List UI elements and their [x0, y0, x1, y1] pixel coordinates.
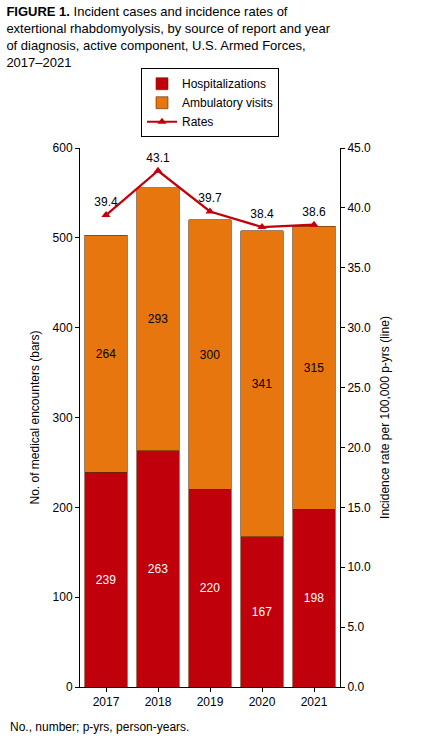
svg-text:400: 400 [53, 321, 73, 335]
svg-text:30.0: 30.0 [347, 321, 371, 335]
svg-text:38.6: 38.6 [302, 205, 326, 219]
svg-text:39.4: 39.4 [94, 195, 118, 209]
svg-text:264: 264 [96, 347, 116, 361]
svg-text:300: 300 [200, 348, 220, 362]
svg-text:20.0: 20.0 [347, 441, 371, 455]
svg-text:100: 100 [53, 590, 73, 604]
svg-text:38.4: 38.4 [250, 207, 274, 221]
svg-text:39.7: 39.7 [198, 191, 222, 205]
svg-text:2019: 2019 [197, 695, 224, 709]
svg-text:25.0: 25.0 [347, 381, 371, 395]
svg-text:45.0: 45.0 [347, 141, 371, 155]
svg-text:43.1: 43.1 [146, 151, 170, 165]
svg-text:FIGURE 1. Incident cases and i: FIGURE 1. Incident cases and incidence r… [6, 4, 330, 70]
svg-text:35.0: 35.0 [347, 261, 371, 275]
svg-text:220: 220 [200, 581, 220, 595]
svg-text:15.0: 15.0 [347, 501, 371, 515]
svg-text:239: 239 [96, 573, 116, 587]
svg-text:Incidence rate per 100,000 p-y: Incidence rate per 100,000 p-yrs (line) [378, 316, 392, 519]
svg-text:0.0: 0.0 [347, 680, 364, 694]
svg-text:No., number; p-yrs, person-yea: No., number; p-yrs, person-years. [10, 720, 189, 734]
svg-text:600: 600 [53, 141, 73, 155]
svg-text:500: 500 [53, 231, 73, 245]
svg-text:263: 263 [148, 562, 168, 576]
svg-text:2021: 2021 [301, 695, 328, 709]
svg-text:198: 198 [304, 591, 324, 605]
svg-text:10.0: 10.0 [347, 560, 371, 574]
svg-text:167: 167 [252, 605, 272, 619]
svg-text:5.0: 5.0 [347, 620, 364, 634]
svg-text:Hospitalizations: Hospitalizations [182, 77, 266, 91]
svg-text:200: 200 [53, 501, 73, 515]
svg-text:Ambulatory visits: Ambulatory visits [182, 96, 273, 110]
svg-text:2018: 2018 [145, 695, 172, 709]
svg-text:No. of medical encounters (bar: No. of medical encounters (bars) [28, 330, 42, 504]
svg-text:2020: 2020 [249, 695, 276, 709]
svg-text:300: 300 [53, 411, 73, 425]
svg-text:293: 293 [148, 312, 168, 326]
svg-text:Rates: Rates [182, 115, 213, 129]
svg-text:2017: 2017 [93, 695, 120, 709]
svg-text:315: 315 [304, 361, 324, 375]
svg-text:0: 0 [66, 680, 73, 694]
svg-text:341: 341 [252, 377, 272, 391]
svg-text:40.0: 40.0 [347, 201, 371, 215]
